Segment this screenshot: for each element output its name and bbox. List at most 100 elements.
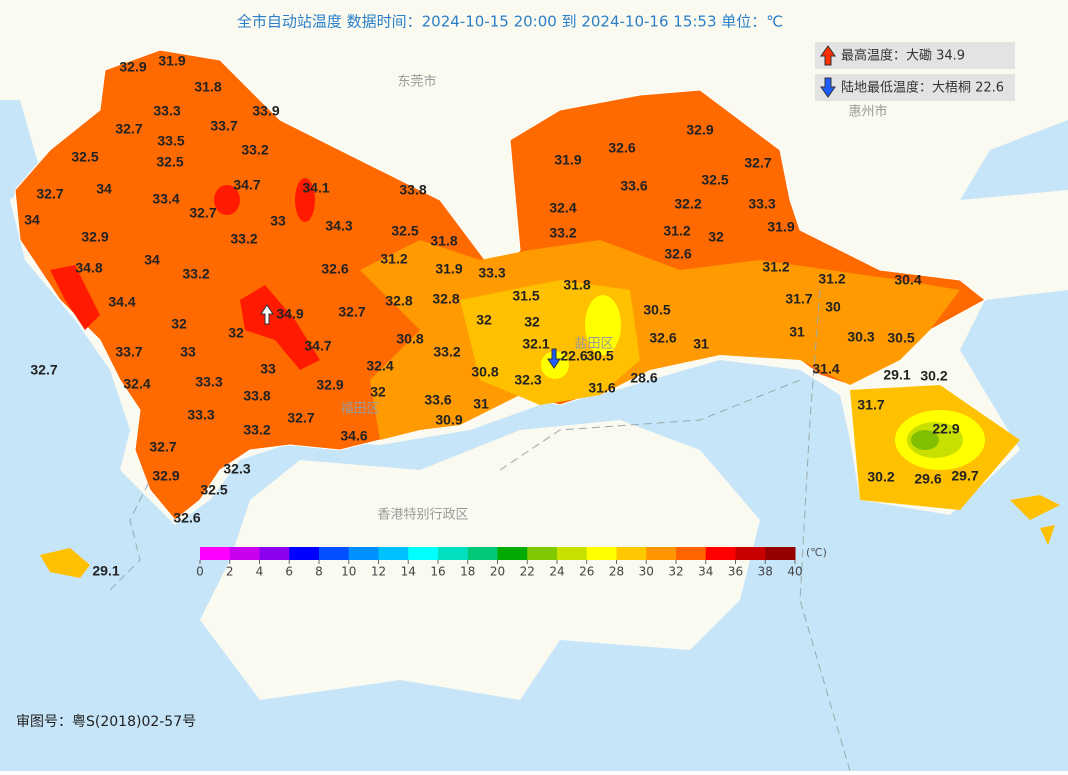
station-value: 34 [24,212,40,228]
station-value: 32 [708,229,724,245]
station-value: 31.4 [812,361,839,377]
station-value: 30.3 [847,329,874,345]
max-icon [820,45,836,66]
station-value: 34 [96,181,112,197]
station-value: 31.8 [563,277,590,293]
station-value: 34.8 [75,260,102,276]
station-value: 33.2 [182,266,209,282]
station-value: 30.8 [471,364,498,380]
station-value: 30.2 [867,469,894,485]
legend-swatch [705,547,736,560]
station-value: 33.2 [241,142,268,158]
legend-swatch [527,547,558,560]
station-value: 33.9 [252,103,279,119]
legend-tick-label: 32 [668,565,683,579]
station-value: 32.5 [156,154,183,170]
legend-swatch [616,547,647,560]
station-value: 32 [228,325,244,341]
legend-swatch [229,547,260,560]
station-value: 31.9 [435,261,462,277]
boundary-line [109,289,851,772]
legend-swatch [319,547,350,560]
cool-spot [585,295,621,355]
station-value: 33.3 [478,265,505,281]
info-max: 最高温度：大磡 34.9 [841,48,965,64]
island [1010,495,1060,545]
legend-tick-label: 18 [460,565,475,579]
legend-tick-label: 10 [341,565,356,579]
station-value: 32.6 [173,510,200,526]
station-value: 33.8 [243,388,270,404]
station-value: 34.1 [302,180,329,196]
station-value: 32.1 [522,336,549,352]
station-value: 32.3 [223,461,250,477]
legend-swatch [348,547,379,560]
station-value: 32.7 [36,186,63,202]
station-value: 32.4 [549,200,576,216]
min-marker [547,348,561,369]
legend-tick-label: 40 [787,565,802,579]
place-label: 惠州市 [848,104,887,120]
station-value: 31 [693,336,709,352]
station-value: 34.6 [340,428,367,444]
sea [0,100,40,175]
station-value: 32.8 [432,291,459,307]
station-value: 33.7 [115,344,142,360]
station-value: 31.9 [158,53,185,69]
station-value: 32.7 [338,304,365,320]
footer: 审图号：粤S(2018)02-57号 [16,714,196,730]
station-value: 32.9 [686,122,713,138]
legend-swatch [586,547,617,560]
hot-spot [50,265,100,330]
station-value: 30.9 [435,412,462,428]
station-value: 33.2 [230,231,257,247]
station-value: 31 [473,396,489,412]
station-value: 34.7 [233,177,260,193]
station-value: 31.7 [857,397,884,413]
legend-tick-label: 28 [609,565,624,579]
station-value: 22.9 [932,421,959,437]
station-value: 31.5 [512,288,539,304]
legend-tick-label: 24 [549,565,564,579]
station-value: 33.3 [153,103,180,119]
station-value: 33.3 [187,407,214,423]
place-label: 东莞市 [397,74,436,90]
station-value: 32.7 [287,410,314,426]
legend-tick-label: 6 [285,565,293,579]
place-label: 福田区 [340,402,379,417]
station-value: 30.5 [586,348,613,364]
station-value: 32.5 [71,149,98,165]
station-value: 33.8 [399,182,426,198]
station-value: 31.2 [762,259,789,275]
station-value: 32.7 [115,121,142,137]
station-value: 32 [476,312,492,328]
station-value: 30.4 [894,272,921,288]
max-marker [260,304,274,325]
legend-tick-label: 14 [401,565,416,579]
station-value: 31.6 [588,380,615,396]
legend-tick-label: 34 [698,565,713,579]
legend-swatch [735,547,766,560]
station-value: 28.6 [630,370,657,386]
station-value: 33.7 [210,118,237,134]
station-value: 32.7 [149,439,176,455]
min-icon [820,77,836,98]
station-value: 33.5 [157,133,184,149]
legend-swatch [497,547,528,560]
legend-unit: (℃) [806,546,827,559]
station-value: 31 [789,324,805,340]
station-value: 32.8 [385,293,412,309]
legend-swatch [676,547,707,560]
legend-swatch [557,547,588,560]
island [40,548,90,578]
station-value: 33.2 [433,344,460,360]
legend-swatch [259,547,290,560]
station-value: 32.6 [608,140,635,156]
station-value: 22.6 [560,348,587,364]
station-value: 29.7 [951,468,978,484]
station-value: 34.4 [108,294,135,310]
info-box [815,42,1015,69]
station-value: 30.2 [920,368,947,384]
